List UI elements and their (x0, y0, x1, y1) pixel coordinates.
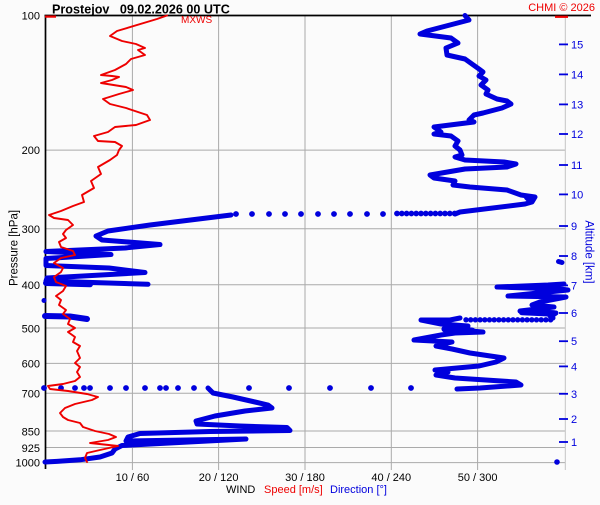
svg-text:Speed [m/s]: Speed [m/s] (264, 484, 323, 496)
svg-text:4: 4 (571, 361, 577, 373)
svg-text:20 / 120: 20 / 120 (199, 472, 239, 484)
svg-text:Altitude [km]: Altitude [km] (583, 220, 595, 283)
svg-text:11: 11 (571, 160, 582, 172)
svg-text:40 / 240: 40 / 240 (371, 472, 411, 484)
svg-text:300: 300 (22, 224, 40, 236)
svg-text:200: 200 (22, 145, 40, 157)
svg-text:10 / 60: 10 / 60 (116, 472, 150, 484)
svg-text:WIND: WIND (226, 484, 255, 496)
svg-text:30 / 180: 30 / 180 (285, 472, 325, 484)
svg-text:500: 500 (22, 323, 40, 335)
svg-text:5: 5 (571, 336, 577, 348)
svg-text:1000: 1000 (16, 458, 40, 470)
svg-text:13: 13 (571, 99, 583, 111)
svg-text:8: 8 (571, 251, 577, 263)
svg-text:50 / 300: 50 / 300 (458, 472, 498, 484)
svg-text:12: 12 (571, 129, 583, 141)
svg-text:3: 3 (571, 389, 577, 401)
svg-text:700: 700 (22, 389, 40, 401)
svg-text:CHMI © 2026: CHMI © 2026 (528, 2, 595, 14)
svg-text:6: 6 (571, 308, 577, 320)
svg-text:10: 10 (571, 189, 583, 201)
svg-text:MXWS: MXWS (181, 15, 212, 26)
svg-text:7: 7 (571, 280, 577, 292)
svg-text:400: 400 (22, 280, 40, 292)
svg-text:1: 1 (571, 437, 577, 449)
svg-text:100: 100 (22, 11, 40, 23)
svg-text:850: 850 (22, 426, 40, 438)
svg-text:2: 2 (571, 414, 577, 426)
svg-text:14: 14 (571, 69, 583, 81)
svg-text:Direction [°]: Direction [°] (330, 484, 387, 496)
svg-text:15: 15 (571, 39, 583, 51)
svg-text:9: 9 (571, 221, 577, 233)
svg-text:600: 600 (22, 359, 40, 371)
svg-text:925: 925 (22, 443, 40, 455)
svg-text:Pressure [hPa]: Pressure [hPa] (9, 210, 21, 286)
svg-text:Prostejov 09.02.2026 00 UTC: Prostejov 09.02.2026 00 UTC (52, 2, 230, 16)
